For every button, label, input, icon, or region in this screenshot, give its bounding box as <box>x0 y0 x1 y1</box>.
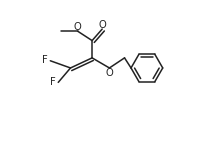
Text: F: F <box>42 55 48 65</box>
Text: O: O <box>106 68 113 78</box>
Text: O: O <box>74 22 82 32</box>
Text: F: F <box>50 77 56 87</box>
Text: O: O <box>98 20 106 30</box>
